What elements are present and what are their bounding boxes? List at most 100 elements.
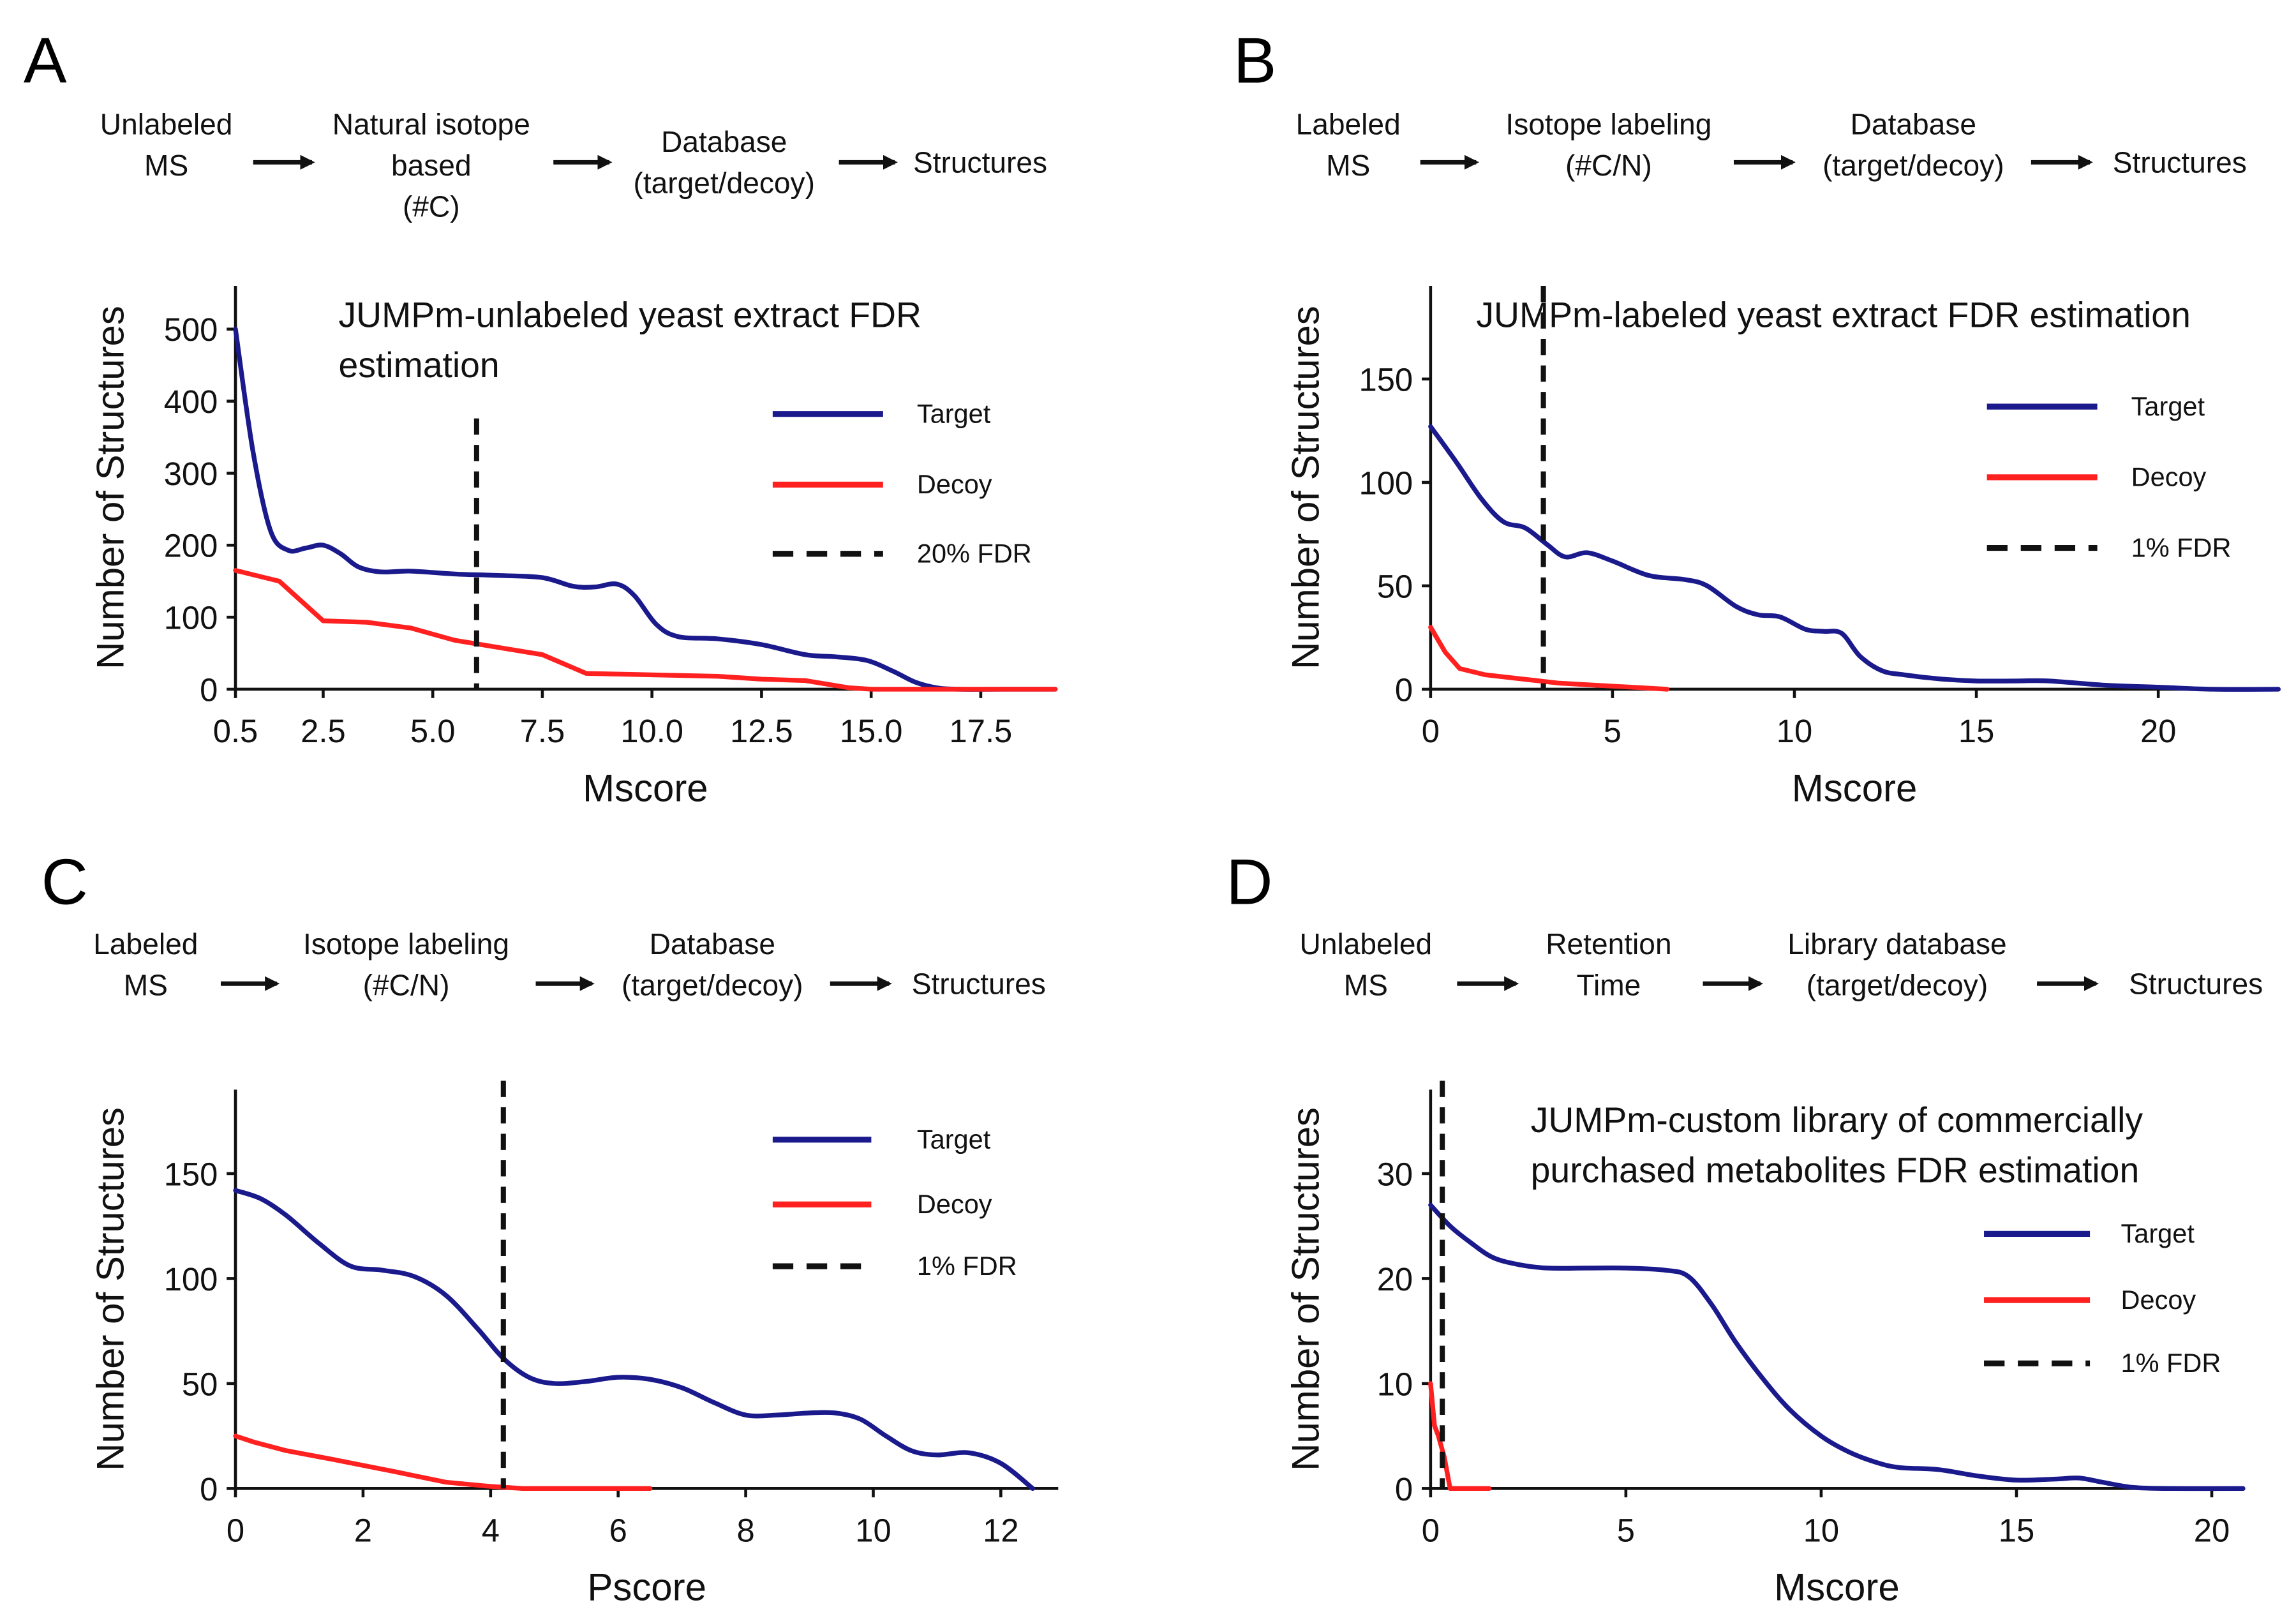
workflow-step: Unlabeled MS bbox=[100, 107, 233, 182]
workflow-step: Labeled MS bbox=[93, 927, 198, 1002]
legend-label: 1% FDR bbox=[2121, 1348, 2221, 1378]
chart-title: JUMPm-labeled yeast extract FDR estimati… bbox=[1476, 295, 2191, 335]
workflow-step: Unlabeled MS bbox=[1300, 927, 1433, 1002]
workflow-step-line: Unlabeled bbox=[1300, 927, 1433, 960]
x-tick-label: 5 bbox=[1617, 1512, 1635, 1548]
chart: 0 50 100 150 0 2 4 6 8 10 12 Pscore Number of Struct… bbox=[89, 1080, 1059, 1609]
workflow-step-line: Natural isotope bbox=[332, 107, 530, 140]
panel-letter: C bbox=[41, 846, 88, 918]
workflow-step-line: MS bbox=[124, 969, 168, 1002]
y-tick-label: 0 bbox=[1395, 1471, 1413, 1507]
x-tick-label: 7.5 bbox=[520, 713, 565, 749]
legend-label: 1% FDR bbox=[2131, 532, 2232, 562]
series-line-target bbox=[1428, 1202, 2246, 1491]
x-tick-label: 0 bbox=[1422, 713, 1440, 749]
y-tick-label: 400 bbox=[164, 384, 218, 420]
y-axis-label: Number of Structures bbox=[89, 306, 132, 669]
y-tick-label: 200 bbox=[164, 528, 218, 564]
chart: 0 10 20 30 0 5 10 15 20 Mscore Number of Structure… bbox=[1285, 1080, 2246, 1609]
y-tick-label: 0 bbox=[200, 671, 218, 708]
x-tick-label: 17.5 bbox=[950, 713, 1013, 749]
series-line-target bbox=[1428, 424, 2281, 692]
workflow-step-line: Structures bbox=[912, 967, 1046, 1000]
x-tick-label: 0.5 bbox=[213, 713, 258, 749]
workflow-step: Structures bbox=[2113, 146, 2247, 179]
x-tick-label: 15 bbox=[1999, 1512, 2034, 1548]
workflow-step-line: Labeled bbox=[1296, 107, 1401, 140]
series-line-target bbox=[233, 1188, 1036, 1491]
workflow-step-line: (#C/N) bbox=[363, 969, 450, 1002]
workflow-step-line: Labeled bbox=[93, 927, 198, 960]
y-tick-label: 500 bbox=[164, 311, 218, 348]
workflow-step-line: Database bbox=[1851, 107, 1976, 140]
y-tick-label: 150 bbox=[164, 1156, 218, 1192]
y-tick-label: 100 bbox=[164, 1261, 218, 1297]
x-tick-label: 15 bbox=[1958, 713, 1994, 749]
workflow: Unlabeled MS Retention Time Library database… bbox=[1300, 927, 2263, 1002]
panel-a: A Unlabeled MS Natural isotope based (#C) Data… bbox=[24, 24, 1058, 809]
series-line-decoy bbox=[1428, 625, 1670, 692]
workflow-step: Structures bbox=[2129, 967, 2263, 1000]
workflow: Labeled MS Isotope labeling (#C/N) Database (… bbox=[1296, 107, 2247, 182]
legend: Target Decoy 1% FDR bbox=[772, 1125, 1017, 1281]
workflow-step-line: (#C) bbox=[403, 190, 460, 223]
series-line-decoy bbox=[1428, 1381, 1492, 1491]
workflow-step-line: Isotope labeling bbox=[1505, 107, 1711, 140]
workflow-step-line: Isotope labeling bbox=[303, 927, 509, 960]
legend-label: Target bbox=[2131, 391, 2205, 421]
x-tick-label: 12 bbox=[983, 1512, 1018, 1548]
x-tick-label: 5 bbox=[1604, 713, 1621, 749]
legend-label: Decoy bbox=[917, 1189, 992, 1219]
y-axis-label: Number of Structures bbox=[1285, 306, 1327, 669]
legend-label: Decoy bbox=[917, 469, 992, 499]
workflow: Unlabeled MS Natural isotope based (#C) Datab… bbox=[100, 107, 1047, 223]
workflow-step: Isotope labeling (#C/N) bbox=[1505, 107, 1711, 182]
workflow-step-line: MS bbox=[1344, 969, 1388, 1002]
x-tick-label: 5.0 bbox=[410, 713, 456, 749]
workflow-step: Labeled MS bbox=[1296, 107, 1401, 182]
panel-letter: B bbox=[1234, 24, 1277, 97]
workflow: Labeled MS Isotope labeling (#C/N) Database (… bbox=[93, 927, 1046, 1002]
workflow-step: Structures bbox=[912, 967, 1046, 1000]
x-tick-label: 20 bbox=[2194, 1512, 2230, 1548]
legend-label: Decoy bbox=[2121, 1285, 2196, 1315]
legend-label: 20% FDR bbox=[917, 539, 1032, 569]
legend-label: Target bbox=[2121, 1218, 2195, 1248]
workflow-step-line: (#C/N) bbox=[1565, 149, 1652, 182]
x-tick-label: 10 bbox=[855, 1512, 891, 1548]
y-axis-label: Number of Structures bbox=[1285, 1107, 1327, 1471]
chart: 0 100 200 300 400 500 0.5 2.5 5.0 7.5 10.0 12.5 15.0… bbox=[89, 286, 1058, 809]
workflow-step: Database (target/decoy) bbox=[1823, 107, 2004, 182]
y-tick-label: 300 bbox=[164, 456, 218, 492]
workflow-step: Database (target/decoy) bbox=[634, 125, 815, 200]
workflow-step: Database (target/decoy) bbox=[622, 927, 803, 1002]
workflow-step: Library database (target/decoy) bbox=[1787, 927, 2006, 1002]
workflow-step-line: MS bbox=[1326, 149, 1370, 182]
legend-label: Target bbox=[917, 399, 991, 429]
legend-label: 1% FDR bbox=[917, 1251, 1017, 1281]
x-tick-label: 2 bbox=[354, 1512, 372, 1548]
y-tick-label: 150 bbox=[1359, 361, 1413, 398]
workflow-step-line: Unlabeled bbox=[100, 107, 233, 140]
x-tick-label: 6 bbox=[609, 1512, 627, 1548]
panel-letter: D bbox=[1226, 846, 1272, 918]
workflow-step-line: Structures bbox=[2129, 967, 2263, 1000]
chart-title: JUMPm-custom library of commercially bbox=[1531, 1100, 2143, 1140]
y-tick-label: 50 bbox=[1377, 568, 1413, 604]
x-tick-label: 4 bbox=[482, 1512, 500, 1548]
y-tick-label: 20 bbox=[1377, 1261, 1413, 1297]
workflow-step: Isotope labeling (#C/N) bbox=[303, 927, 509, 1002]
chart-title: purchased metabolites FDR estimation bbox=[1531, 1151, 2140, 1190]
x-axis-label: Pscore bbox=[587, 1566, 706, 1609]
workflow-step-line: (target/decoy) bbox=[634, 167, 815, 200]
y-tick-label: 0 bbox=[1395, 671, 1413, 708]
x-axis-label: Mscore bbox=[1792, 766, 1918, 809]
legend-label: Target bbox=[917, 1125, 991, 1154]
series-line-target bbox=[233, 327, 1058, 692]
y-tick-label: 30 bbox=[1377, 1156, 1413, 1192]
workflow-step-line: Structures bbox=[913, 146, 1047, 179]
workflow-step-line: Time bbox=[1577, 969, 1641, 1002]
workflow-step-line: (target/decoy) bbox=[1823, 149, 2004, 182]
workflow-step-line: based bbox=[391, 149, 472, 182]
